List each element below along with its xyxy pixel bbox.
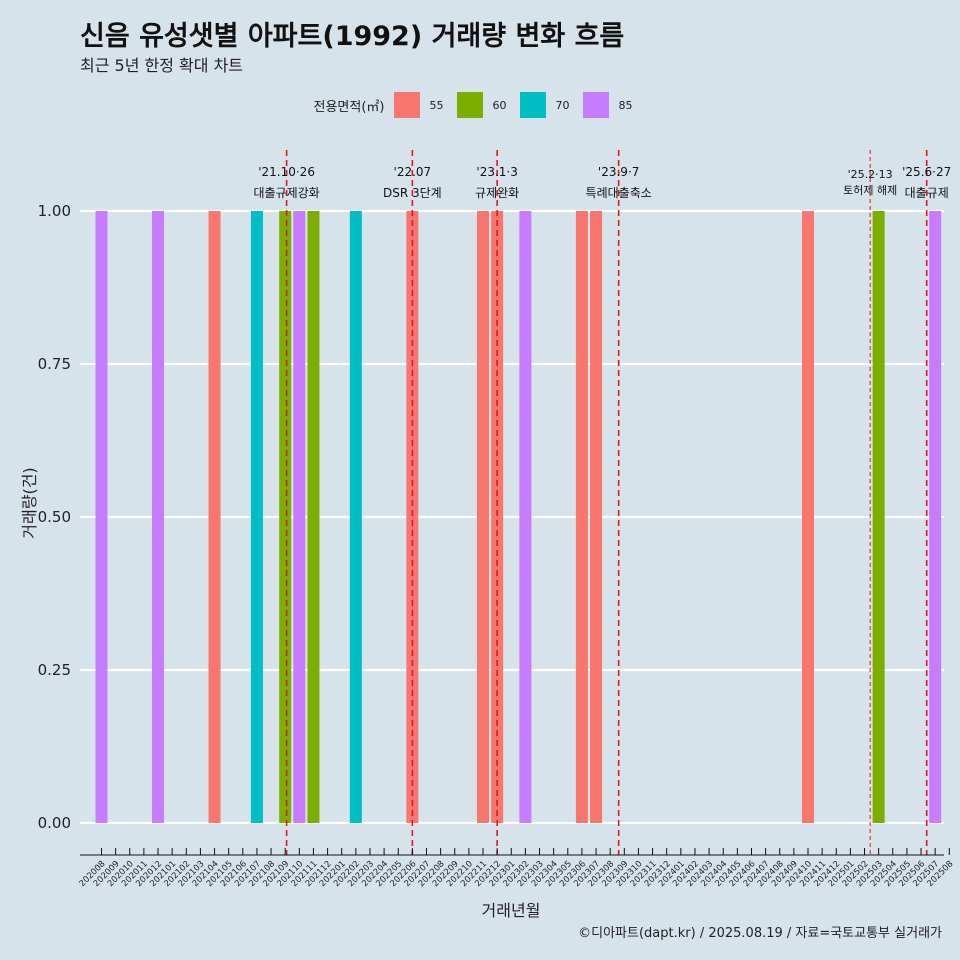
event-date-label: '22.07 xyxy=(394,165,432,179)
bar-202507-85 xyxy=(929,211,942,823)
bar-202111-60 xyxy=(307,211,320,823)
y-axis-label: 거래량(건) xyxy=(20,467,39,539)
legend-item-70: 70 xyxy=(520,92,571,118)
x-axis-label: 거래년월 xyxy=(481,901,541,920)
bar-202211-55 xyxy=(477,211,490,823)
event-label: 대출규제강화 xyxy=(253,186,319,200)
legend-key-55 xyxy=(394,92,421,118)
event-label: DSR 3단계 xyxy=(383,186,442,200)
bar-202110-85 xyxy=(293,211,306,823)
bar-202008-85 xyxy=(95,211,108,823)
legend-label-55: 55 xyxy=(429,98,444,112)
event-label: 토허제 해제 xyxy=(843,183,897,197)
bar-202307-55 xyxy=(590,211,603,823)
legend-item-85: 85 xyxy=(583,92,634,118)
legend-item-60: 60 xyxy=(457,92,508,118)
y-tick-label: 0.25 xyxy=(38,661,71,679)
legend-label-70: 70 xyxy=(555,98,570,112)
event-label: 규제완화 xyxy=(475,186,519,200)
legend-label-60: 60 xyxy=(492,98,507,112)
event-date-label: '25.2·13 xyxy=(848,168,893,181)
bar-202107-70 xyxy=(250,211,263,823)
bar-202306-55 xyxy=(575,211,588,823)
source-caption: ©디아파트(dapt.kr) / 2025.08.19 / 자료=국토교통부 실… xyxy=(578,926,942,941)
chart-title: 신음 유성샛별 아파트(1992) 거래량 변화 흐름 xyxy=(80,21,625,52)
bar-202212-55 xyxy=(491,211,504,823)
bar-202202-70 xyxy=(349,211,362,823)
event-date-label: '25.6·27 xyxy=(902,165,951,179)
event-label: 특례대출축소 xyxy=(586,186,652,200)
legend-item-55: 55 xyxy=(394,92,445,118)
bar-202012-85 xyxy=(152,211,165,823)
y-tick-label: 0.50 xyxy=(38,508,71,526)
legend-label-85: 85 xyxy=(618,98,633,112)
bar-202410-55 xyxy=(802,211,814,823)
bar-202206-55 xyxy=(406,211,419,823)
bar-202503-60 xyxy=(872,211,885,823)
legend-title: 전용면적(㎡) xyxy=(313,99,385,115)
legend-key-85 xyxy=(583,92,610,118)
y-tick-label: 0.00 xyxy=(38,814,71,832)
event-date-label: '23.9·7 xyxy=(598,165,639,179)
event-label: 대출규제 xyxy=(905,186,949,200)
legend-key-70 xyxy=(520,92,547,118)
bar-202302-85 xyxy=(519,211,532,823)
chart-subtitle: 최근 5년 한정 확대 차트 xyxy=(80,56,244,75)
bar-202104-55 xyxy=(208,211,221,823)
y-tick-label: 1.00 xyxy=(38,202,71,220)
bar-202109-60 xyxy=(279,211,292,823)
legend-key-60 xyxy=(457,92,484,118)
legend: 전용면적(㎡) 55 60 70 85 xyxy=(0,92,960,118)
y-tick-label: 0.75 xyxy=(38,355,71,373)
event-date-label: '23.1·3 xyxy=(476,165,517,179)
event-date-label: '21.10·26 xyxy=(258,165,315,179)
